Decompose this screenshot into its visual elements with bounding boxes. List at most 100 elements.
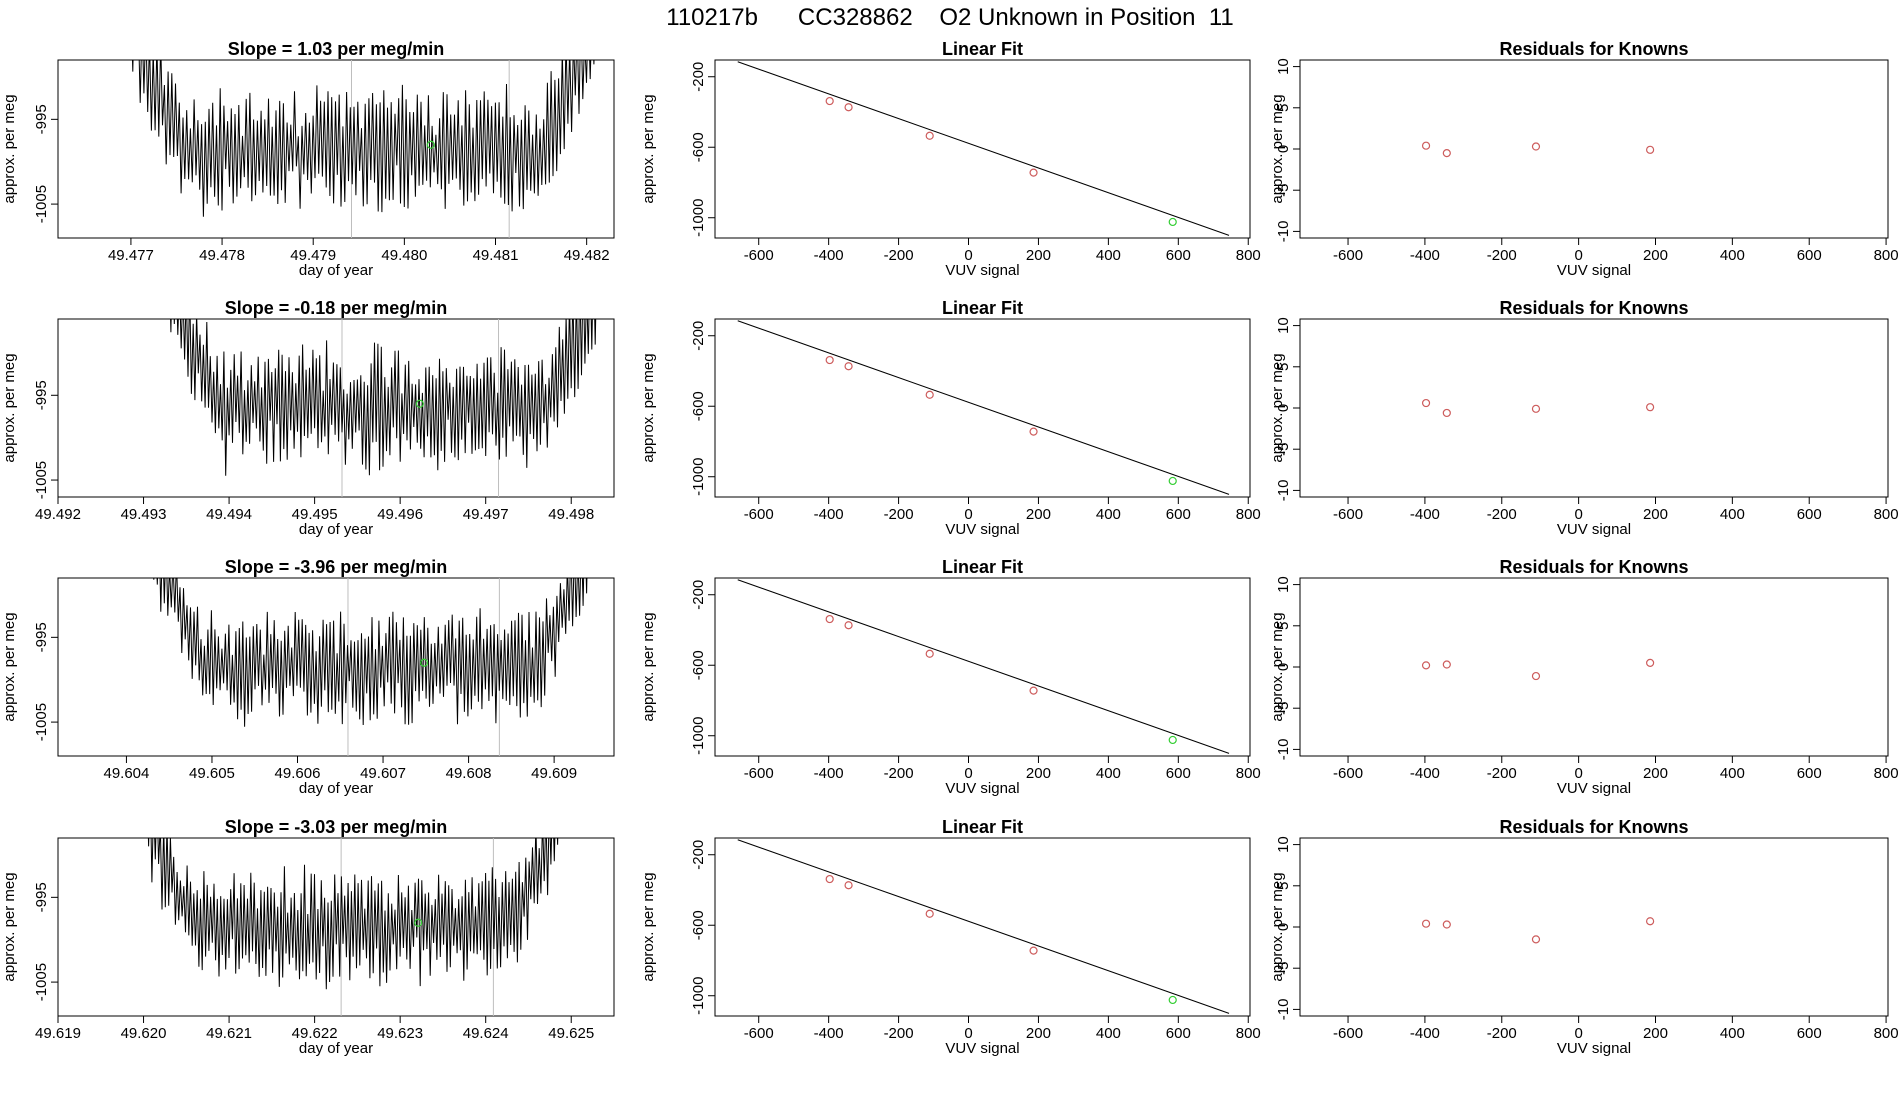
known-point	[825, 614, 834, 624]
x-tick-label: 49.605	[189, 765, 235, 782]
plot-frame	[1299, 318, 1889, 498]
unknown-point	[1168, 476, 1177, 486]
residuals-panel: -600 -400 -200 0 200 400 600 800 10 5 0 -5 -10 Residu…	[1269, 557, 1899, 797]
known-point	[844, 362, 853, 371]
x-tick-label: 400	[1720, 765, 1745, 782]
x-tick-label: 49.498	[548, 506, 594, 523]
plot-row-2: 49.492 49.493 49.494 49.495 49.496 49.497 49.4…	[1, 298, 1899, 538]
y-axis-label: approx. per meg	[640, 353, 657, 462]
y-tick-label: -200	[690, 321, 707, 351]
x-tick-label: 49.492	[35, 506, 81, 523]
unknown-point	[1168, 217, 1177, 227]
x-tick-label: 600	[1797, 247, 1822, 264]
plot-frame	[1299, 837, 1889, 1017]
x-tick-label: -200	[884, 765, 914, 782]
y-tick-label: 10	[1275, 576, 1292, 593]
residual-point	[1421, 398, 1431, 408]
x-tick-label: 200	[1643, 1025, 1668, 1042]
x-tick-label: 49.480	[381, 247, 427, 264]
residuals-panel: -600 -400 -200 0 200 400 600 800 10 5 0 -5 -10 Residu…	[1269, 817, 1899, 1057]
x-tick-label: -600	[744, 765, 774, 782]
plot-frame	[1299, 59, 1889, 239]
y-axis-label: approx. per meg	[1269, 94, 1286, 203]
y-axis-label: approx. per meg	[1, 872, 18, 981]
series-line	[153, 578, 588, 727]
y-tick-label: -1005	[33, 461, 50, 499]
known-point	[925, 649, 934, 658]
plot-frame	[57, 577, 615, 757]
x-tick-label: 49.478	[199, 247, 245, 264]
x-tick-label: 49.479	[290, 247, 336, 264]
x-tick-label: 400	[1720, 506, 1745, 523]
plot-frame	[57, 837, 615, 1017]
x-tick-label: 800	[1236, 765, 1261, 782]
plot-title: Linear Fit	[942, 39, 1023, 59]
y-tick-label: -995	[33, 380, 50, 410]
timeseries-panel: 49.492 49.493 49.494 49.495 49.496 49.497 49.4…	[1, 298, 615, 538]
y-tick-label: 5	[1275, 104, 1292, 112]
y-tick-label: -995	[33, 622, 50, 652]
residual-point	[1646, 658, 1655, 667]
y-tick-label: -200	[690, 580, 707, 610]
y-tick-label: -1005	[33, 963, 50, 1001]
figure-title: 110217b CC328862 O2 Unknown in Position …	[666, 4, 1233, 31]
x-tick-label: 400	[1720, 247, 1745, 264]
x-tick-label: 49.494	[206, 506, 252, 523]
x-axis-label: VUV signal	[945, 780, 1019, 797]
y-tick-label: -1005	[33, 185, 50, 223]
x-tick-label: 600	[1797, 506, 1822, 523]
x-tick-label: 49.625	[548, 1025, 594, 1042]
x-tick-label: -600	[744, 247, 774, 264]
x-tick-label: 49.477	[108, 247, 154, 264]
fit-line	[737, 320, 1230, 495]
x-tick-label: 0	[964, 765, 972, 782]
y-tick-label: -1005	[33, 703, 50, 741]
series-line	[147, 838, 562, 990]
plot-title: Residuals for Knowns	[1499, 39, 1688, 59]
known-point	[825, 355, 834, 365]
residual-point	[1531, 671, 1541, 681]
x-axis-label: day of year	[299, 780, 373, 797]
plot-title: Slope = 1.03 per meg/min	[228, 39, 445, 59]
x-tick-label: 49.496	[377, 506, 423, 523]
y-tick-label: -1000	[690, 717, 707, 755]
x-tick-label: -600	[1333, 247, 1363, 264]
plot-title: Residuals for Knowns	[1499, 298, 1688, 318]
linear-fit-panel: -600 -400 -200 0 200 400 600 800 -200 -600 -1000 Li…	[640, 39, 1261, 279]
plot-grid: 49.477 49.478 49.479 49.480 49.481 49.482 -995…	[1, 39, 1899, 1057]
x-tick-label: -400	[814, 765, 844, 782]
x-tick-label: 49.620	[121, 1025, 167, 1042]
known-point	[1029, 168, 1038, 177]
x-axis-label: VUV signal	[945, 521, 1019, 538]
residual-point	[1421, 661, 1431, 670]
y-tick-label: -600	[690, 650, 707, 680]
residual-point	[1531, 935, 1541, 944]
known-point	[844, 621, 853, 630]
x-tick-label: -400	[1410, 765, 1440, 782]
x-tick-label: 400	[1096, 765, 1121, 782]
y-tick-label: -5	[1275, 443, 1292, 456]
x-axis-label: VUV signal	[1557, 521, 1631, 538]
y-axis-label: approx. per meg	[640, 872, 657, 981]
y-axis-label: approx. per meg	[640, 94, 657, 203]
x-axis-label: day of year	[299, 1040, 373, 1057]
residual-point	[1646, 145, 1655, 154]
x-tick-label: 800	[1236, 506, 1261, 523]
plot-row-3: 49.604 49.605 49.606 49.607 49.608 49.609 -995…	[1, 557, 1899, 797]
x-tick-label: 800	[1874, 247, 1899, 264]
residual-point	[1421, 141, 1431, 150]
unknown-point	[1168, 735, 1177, 745]
x-tick-label: 400	[1096, 1025, 1121, 1042]
x-tick-label: 800	[1236, 247, 1261, 264]
x-tick-label: -600	[744, 506, 774, 523]
y-axis-label: approx. per meg	[1, 94, 18, 203]
x-tick-label: -400	[1410, 247, 1440, 264]
fit-line	[737, 61, 1230, 236]
x-tick-label: 49.481	[473, 247, 519, 264]
x-tick-label: 800	[1236, 1025, 1261, 1042]
y-tick-label: 5	[1275, 622, 1292, 630]
residual-point	[1421, 919, 1431, 928]
x-tick-label: -200	[1487, 1025, 1517, 1042]
residual-point	[1531, 404, 1541, 413]
x-tick-label: 0	[1574, 765, 1582, 782]
